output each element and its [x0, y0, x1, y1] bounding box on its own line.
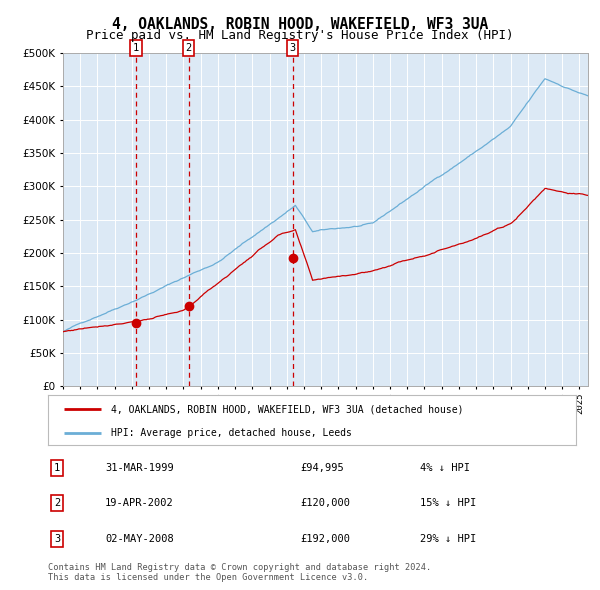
Text: 2: 2	[185, 43, 192, 53]
Text: 4, OAKLANDS, ROBIN HOOD, WAKEFIELD, WF3 3UA (detached house): 4, OAKLANDS, ROBIN HOOD, WAKEFIELD, WF3 …	[112, 404, 464, 414]
Text: 02-MAY-2008: 02-MAY-2008	[105, 534, 174, 543]
Text: 15% ↓ HPI: 15% ↓ HPI	[420, 499, 476, 508]
Text: 4% ↓ HPI: 4% ↓ HPI	[420, 463, 470, 473]
Text: Contains HM Land Registry data © Crown copyright and database right 2024.
This d: Contains HM Land Registry data © Crown c…	[48, 563, 431, 582]
Text: 31-MAR-1999: 31-MAR-1999	[105, 463, 174, 473]
Text: 2: 2	[54, 499, 60, 508]
Text: 3: 3	[54, 534, 60, 543]
Text: 1: 1	[54, 463, 60, 473]
Text: HPI: Average price, detached house, Leeds: HPI: Average price, detached house, Leed…	[112, 428, 352, 438]
Text: 1: 1	[133, 43, 139, 53]
Text: £192,000: £192,000	[300, 534, 350, 543]
Text: 4, OAKLANDS, ROBIN HOOD, WAKEFIELD, WF3 3UA: 4, OAKLANDS, ROBIN HOOD, WAKEFIELD, WF3 …	[112, 17, 488, 31]
Text: 3: 3	[289, 43, 296, 53]
Text: 29% ↓ HPI: 29% ↓ HPI	[420, 534, 476, 543]
Text: 19-APR-2002: 19-APR-2002	[105, 499, 174, 508]
Text: £120,000: £120,000	[300, 499, 350, 508]
Text: Price paid vs. HM Land Registry's House Price Index (HPI): Price paid vs. HM Land Registry's House …	[86, 30, 514, 42]
Text: £94,995: £94,995	[300, 463, 344, 473]
